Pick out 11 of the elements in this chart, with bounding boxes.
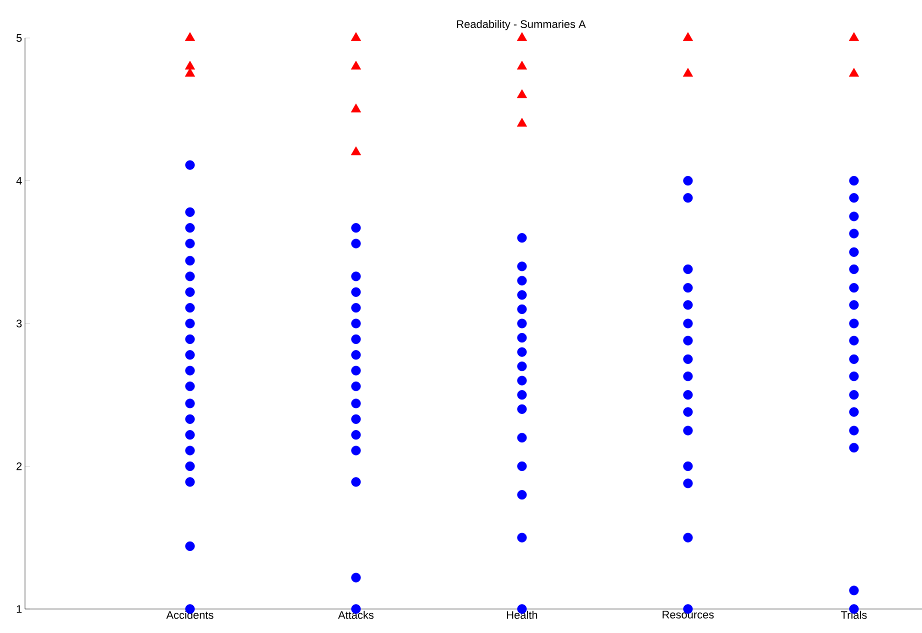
y-tick-label: 3 [16,320,22,328]
x-tick-label: Health [507,610,538,619]
y-tick-label: 2 [16,462,22,470]
y-tick-label: 1 [16,605,22,613]
x-tick-label: Resources [662,610,714,618]
y-tick-label: 4 [16,176,22,185]
x-tick-label: Accidents [166,610,214,619]
x-tick-label: Trials [841,610,867,619]
y-tick-label: 5 [16,34,22,42]
x-tick-label: Attacks [338,610,374,619]
chart-title: Readability - Summaries A [457,20,586,30]
